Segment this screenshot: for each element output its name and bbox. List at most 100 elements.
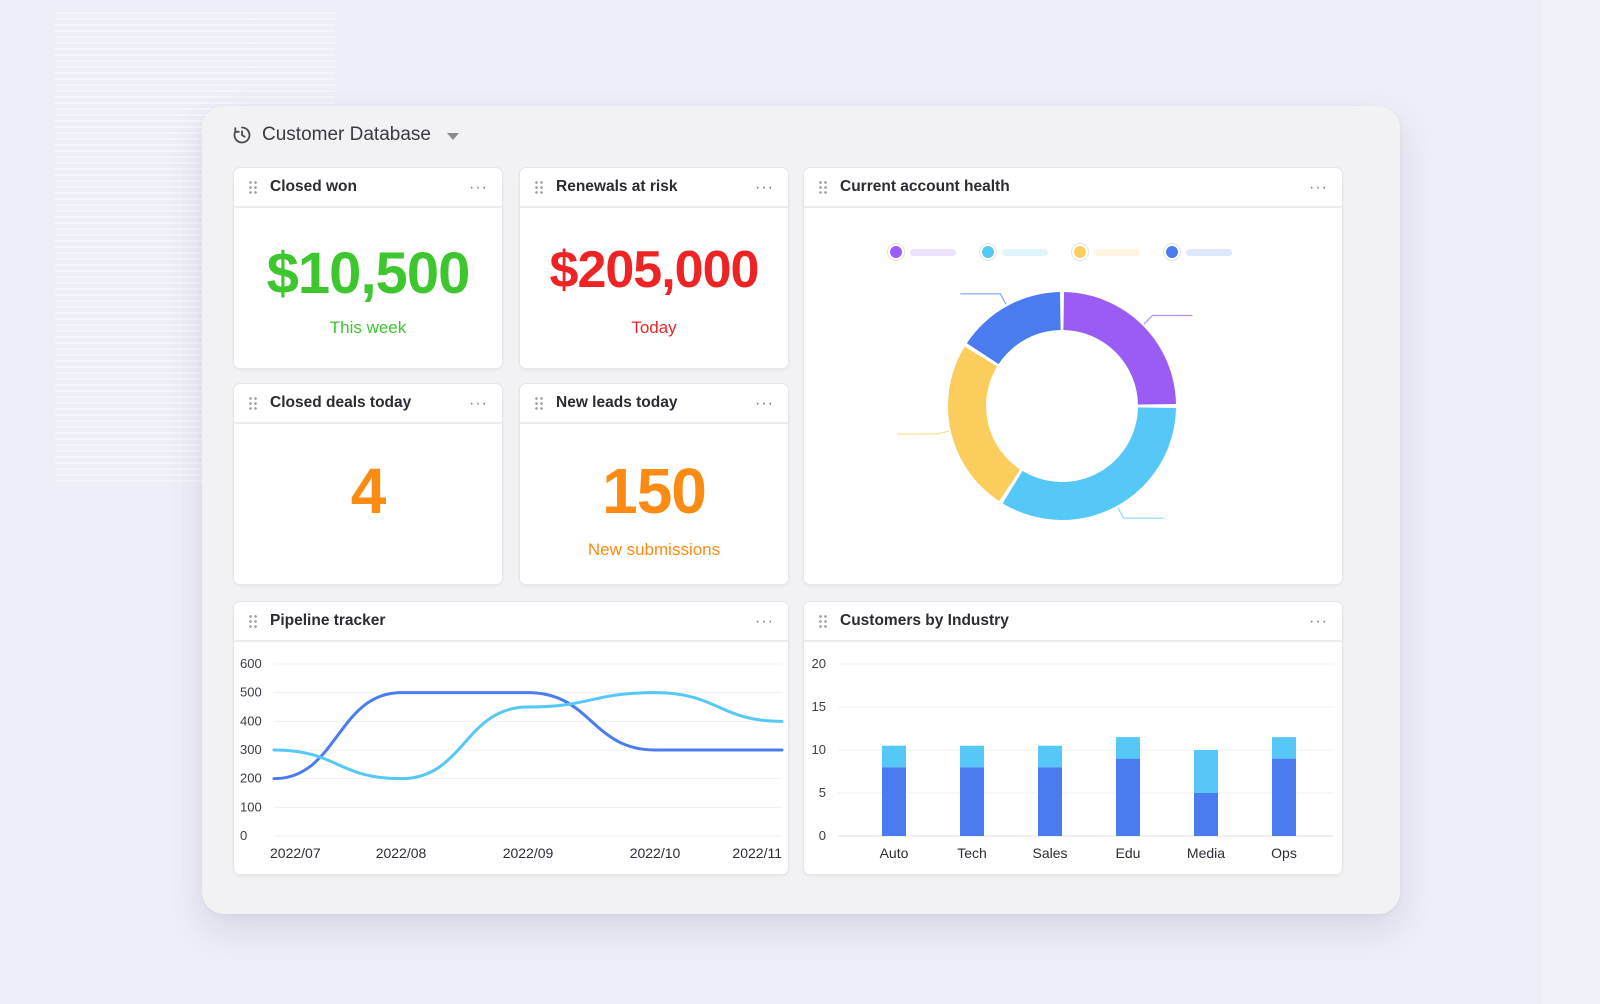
donut-slice[interactable]	[948, 346, 1021, 502]
line-chart: 600 500 400 300 200 100 0 2022/07 2022/08 2022/09…	[240, 656, 784, 861]
new-leads-card: New leads today ··· 150 New submissions	[520, 384, 788, 584]
donut-slice[interactable]	[1063, 292, 1176, 405]
more-horizontal-icon[interactable]: ···	[469, 395, 488, 412]
more-horizontal-icon[interactable]: ···	[755, 613, 774, 630]
chart-legend	[888, 244, 1232, 260]
drag-handle-icon[interactable]	[248, 396, 258, 410]
legend-label-placeholder	[1186, 248, 1232, 256]
card-header: Renewals at risk ···	[520, 168, 788, 208]
card-title: New leads today	[556, 394, 678, 411]
legend-dot	[1164, 244, 1180, 260]
more-horizontal-icon[interactable]: ···	[755, 179, 774, 196]
background-panel	[1542, 0, 1600, 1004]
card-title: Renewals at risk	[556, 178, 678, 195]
x-tick-label: Auto	[880, 845, 909, 861]
kpi-value: $10,500	[266, 241, 471, 306]
leader-line	[960, 293, 1007, 305]
x-tick-label: Edu	[1116, 845, 1141, 861]
series-line[interactable]	[272, 691, 784, 781]
pipeline-tracker-card: Pipeline tracker ··· 600 500 400 300 200 100 0…	[234, 602, 788, 874]
kpi-subtitle: New submissions	[587, 540, 721, 559]
card-header: New leads today ···	[520, 384, 788, 424]
kpi-subtitle: Today	[631, 318, 677, 337]
card-header: Closed won ···	[234, 168, 502, 208]
x-tick-label: Tech	[957, 845, 987, 861]
bar-segment[interactable]	[1116, 737, 1140, 759]
bar-segment[interactable]	[1272, 737, 1296, 759]
bar-segment[interactable]	[1194, 750, 1218, 793]
card-header: Pipeline tracker ···	[234, 602, 788, 642]
y-tick-label: 300	[240, 742, 262, 757]
card-header: Closed deals today ···	[234, 384, 502, 424]
y-tick-label: 100	[240, 799, 262, 814]
x-tick-label: Sales	[1032, 845, 1067, 861]
x-tick-label: 2022/11	[732, 845, 782, 861]
more-horizontal-icon[interactable]: ···	[1309, 179, 1328, 196]
page-title: Customer Database	[262, 124, 431, 145]
bar-segment[interactable]	[882, 745, 906, 768]
bar-segment[interactable]	[882, 767, 906, 836]
donut-slice[interactable]	[966, 292, 1061, 365]
legend-item[interactable]	[1072, 244, 1140, 260]
legend-item[interactable]	[1164, 244, 1232, 260]
kpi-subtitle: This week	[329, 318, 407, 337]
legend-label-placeholder	[910, 248, 956, 256]
legend-label-placeholder	[1002, 248, 1048, 256]
y-tick-label: 0	[240, 828, 247, 843]
y-tick-label: 400	[240, 713, 262, 728]
card-title: Customers by Industry	[840, 612, 1009, 629]
bar-segment[interactable]	[1272, 758, 1296, 836]
kpi-value: 150	[602, 455, 707, 527]
leader-line	[897, 430, 949, 435]
leader-line	[1117, 507, 1164, 519]
bar-segment[interactable]	[1194, 793, 1218, 836]
more-horizontal-icon[interactable]: ···	[469, 179, 488, 196]
bar-segment[interactable]	[1038, 745, 1062, 768]
x-tick-label: 2022/10	[630, 845, 681, 861]
series-line[interactable]	[272, 691, 784, 781]
x-tick-label: Ops	[1271, 845, 1297, 861]
drag-handle-icon[interactable]	[534, 180, 544, 194]
leader-line	[1143, 314, 1193, 325]
y-tick-label: 15	[812, 699, 826, 714]
legend-dot	[980, 244, 996, 260]
bar-chart: 20 15 10 5 0 Auto Tech Sales Edu Media Ops	[812, 656, 1334, 861]
bar-segment[interactable]	[960, 767, 984, 836]
y-tick-label: 600	[240, 656, 262, 671]
dashboard-window: Customer Database Closed won ··· $10,500…	[202, 106, 1400, 914]
customers-by-industry-card: Customers by Industry ··· 20 15 10 5 0 Auto Te…	[804, 602, 1342, 874]
chevron-down-icon[interactable]	[446, 132, 459, 140]
drag-handle-icon[interactable]	[534, 396, 544, 410]
bar-segment[interactable]	[1038, 767, 1062, 836]
drag-handle-icon[interactable]	[248, 180, 258, 194]
bar-segment[interactable]	[1116, 758, 1140, 836]
legend-label-placeholder	[1094, 248, 1140, 256]
account-health-card: Current account health ···	[804, 168, 1342, 584]
y-tick-label: 200	[240, 771, 262, 786]
database-selector[interactable]: Customer Database	[232, 124, 459, 146]
card-title: Current account health	[840, 178, 1010, 195]
donut-slice[interactable]	[1002, 407, 1176, 520]
drag-handle-icon[interactable]	[818, 614, 828, 628]
drag-handle-icon[interactable]	[248, 614, 258, 628]
legend-item[interactable]	[888, 244, 956, 260]
closed-won-card: Closed won ··· $10,500 This week	[234, 168, 502, 368]
card-header: Current account health ···	[804, 168, 1342, 208]
renewals-at-risk-card: Renewals at risk ··· $205,000 Today	[520, 168, 788, 368]
donut-chart	[897, 292, 1193, 520]
legend-item[interactable]	[980, 244, 1048, 260]
more-horizontal-icon[interactable]: ···	[755, 395, 774, 412]
y-tick-label: 10	[812, 742, 826, 757]
card-title: Closed won	[270, 178, 357, 195]
clock-icon	[233, 126, 251, 144]
y-tick-label: 0	[819, 828, 826, 843]
drag-handle-icon[interactable]	[818, 180, 828, 194]
card-header: Customers by Industry ···	[804, 602, 1342, 642]
y-tick-label: 500	[240, 685, 262, 700]
y-tick-label: 5	[819, 785, 826, 800]
closed-deals-card: Closed deals today ··· 4	[234, 384, 502, 584]
card-title: Closed deals today	[270, 394, 412, 411]
bar-segment[interactable]	[960, 745, 984, 768]
x-tick-label: 2022/09	[503, 845, 554, 861]
more-horizontal-icon[interactable]: ···	[1309, 613, 1328, 630]
